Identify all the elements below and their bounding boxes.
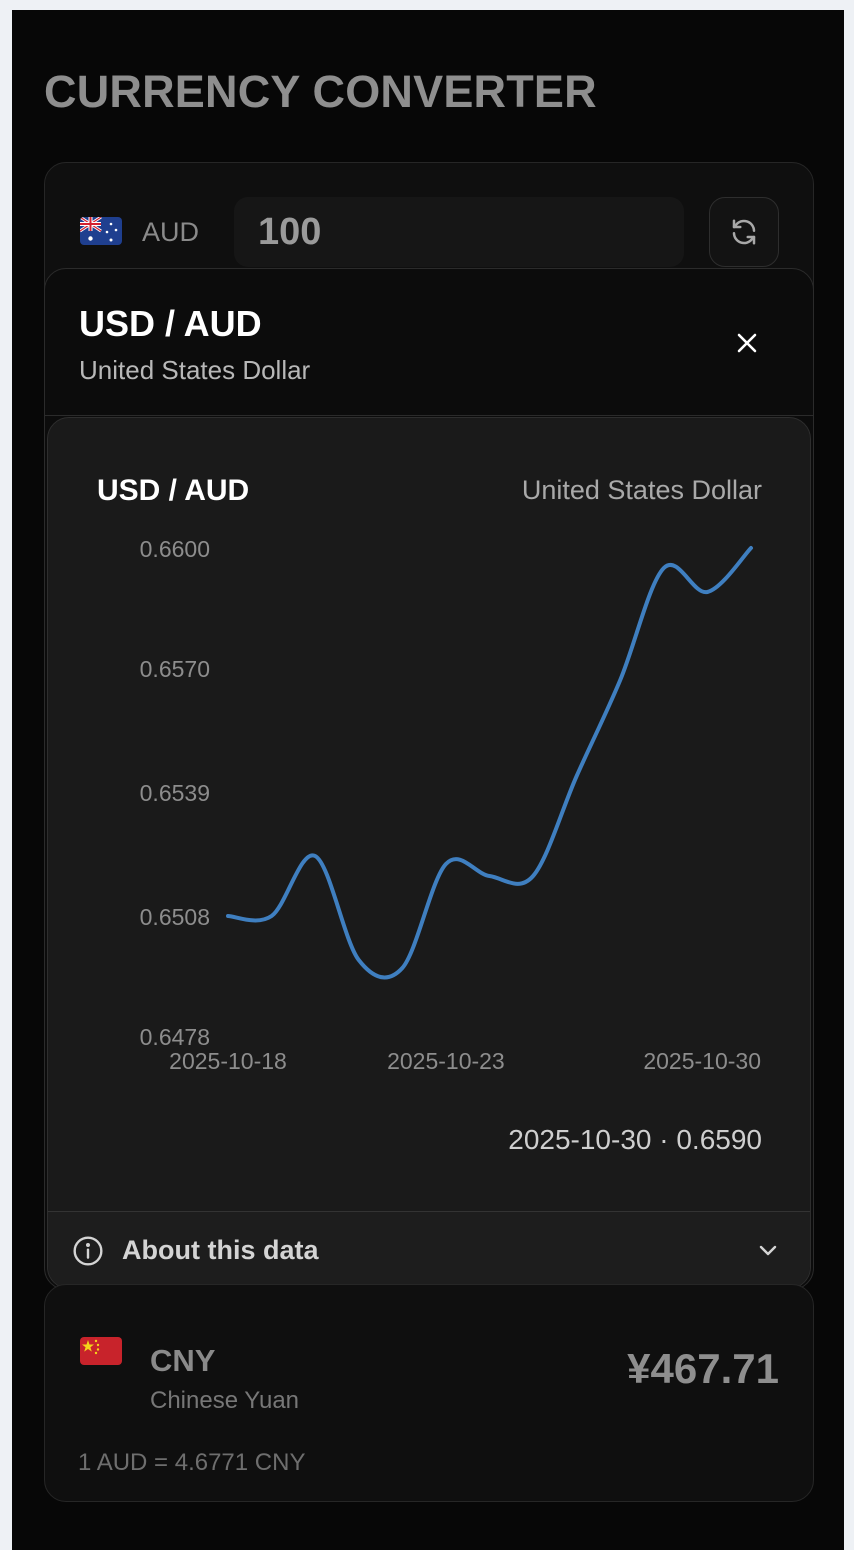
- pair-currency-name: United States Dollar: [79, 355, 311, 385]
- series-line[interactable]: [226, 546, 753, 980]
- pair-title: USD / AUD: [79, 303, 262, 344]
- y-tick-label: 0.6539: [140, 780, 210, 806]
- swap-button[interactable]: [709, 197, 779, 267]
- to-currency-card: CNY Chinese Yuan ¥467.71 1 AUD = 4.6771 …: [44, 1284, 814, 1502]
- close-button[interactable]: [725, 321, 769, 365]
- panel-header: USD / AUD United States Dollar: [45, 269, 813, 416]
- data-point[interactable]: [701, 586, 713, 598]
- converter-app: CURRENCY CONVERTER AUD 100: [12, 10, 844, 1550]
- line-chart: 0.6600 0.6570 0.6539 0.6508 0.64782025-10-18…: [140, 536, 761, 1074]
- data-point[interactable]: [353, 954, 365, 966]
- to-currency-code[interactable]: CNY: [150, 1343, 216, 1378]
- selected-point-readout: 2025-10-30 · 0.6590: [508, 1124, 762, 1155]
- rate-detail-panel: USD / AUD United States Dollar USD / AUD…: [44, 268, 814, 1290]
- close-icon: [737, 333, 757, 353]
- refresh-icon: [732, 219, 756, 245]
- chart-title: USD / AUD: [97, 474, 250, 507]
- chart-subtitle: United States Dollar: [521, 475, 762, 505]
- data-point[interactable]: [658, 562, 670, 574]
- data-point[interactable]: [571, 770, 583, 782]
- y-tick-label: 0.6508: [140, 904, 210, 930]
- data-point[interactable]: [527, 870, 539, 882]
- to-currency-name: Chinese Yuan: [150, 1387, 300, 1414]
- data-point[interactable]: [222, 910, 234, 922]
- exchange-rate-text: 1 AUD = 4.6771 CNY: [78, 1449, 306, 1476]
- china-flag-icon: [80, 1337, 122, 1365]
- x-tick-label: 2025-10-18: [169, 1048, 287, 1074]
- chevron-down-icon: [759, 1245, 777, 1256]
- converted-amount: ¥467.71: [627, 1345, 779, 1392]
- y-tick-label: 0.6478: [140, 1024, 210, 1050]
- x-tick-label: 2025-10-30: [643, 1048, 761, 1074]
- amount-value: 100: [258, 211, 322, 253]
- data-point[interactable]: [745, 542, 757, 554]
- australia-flag-icon[interactable]: [80, 217, 122, 245]
- y-tick-label: 0.6600: [140, 536, 210, 562]
- from-currency-code[interactable]: AUD: [142, 217, 200, 247]
- x-tick-label: 2025-10-23: [387, 1048, 505, 1074]
- data-point[interactable]: [614, 674, 626, 686]
- data-point[interactable]: [266, 910, 278, 922]
- rate-chart: USD / AUD United States Dollar 0.6600 0.6…: [47, 417, 811, 1289]
- y-tick-label: 0.6570: [140, 656, 210, 682]
- data-point[interactable]: [309, 850, 321, 862]
- app-title: CURRENCY CONVERTER: [44, 66, 597, 117]
- about-data-toggle[interactable]: About this data: [48, 1211, 810, 1288]
- info-icon: [73, 1236, 103, 1266]
- data-point[interactable]: [440, 858, 452, 870]
- about-data-label: About this data: [122, 1235, 319, 1265]
- amount-input[interactable]: 100: [234, 197, 684, 267]
- data-point[interactable]: [484, 870, 496, 882]
- data-point[interactable]: [396, 962, 408, 974]
